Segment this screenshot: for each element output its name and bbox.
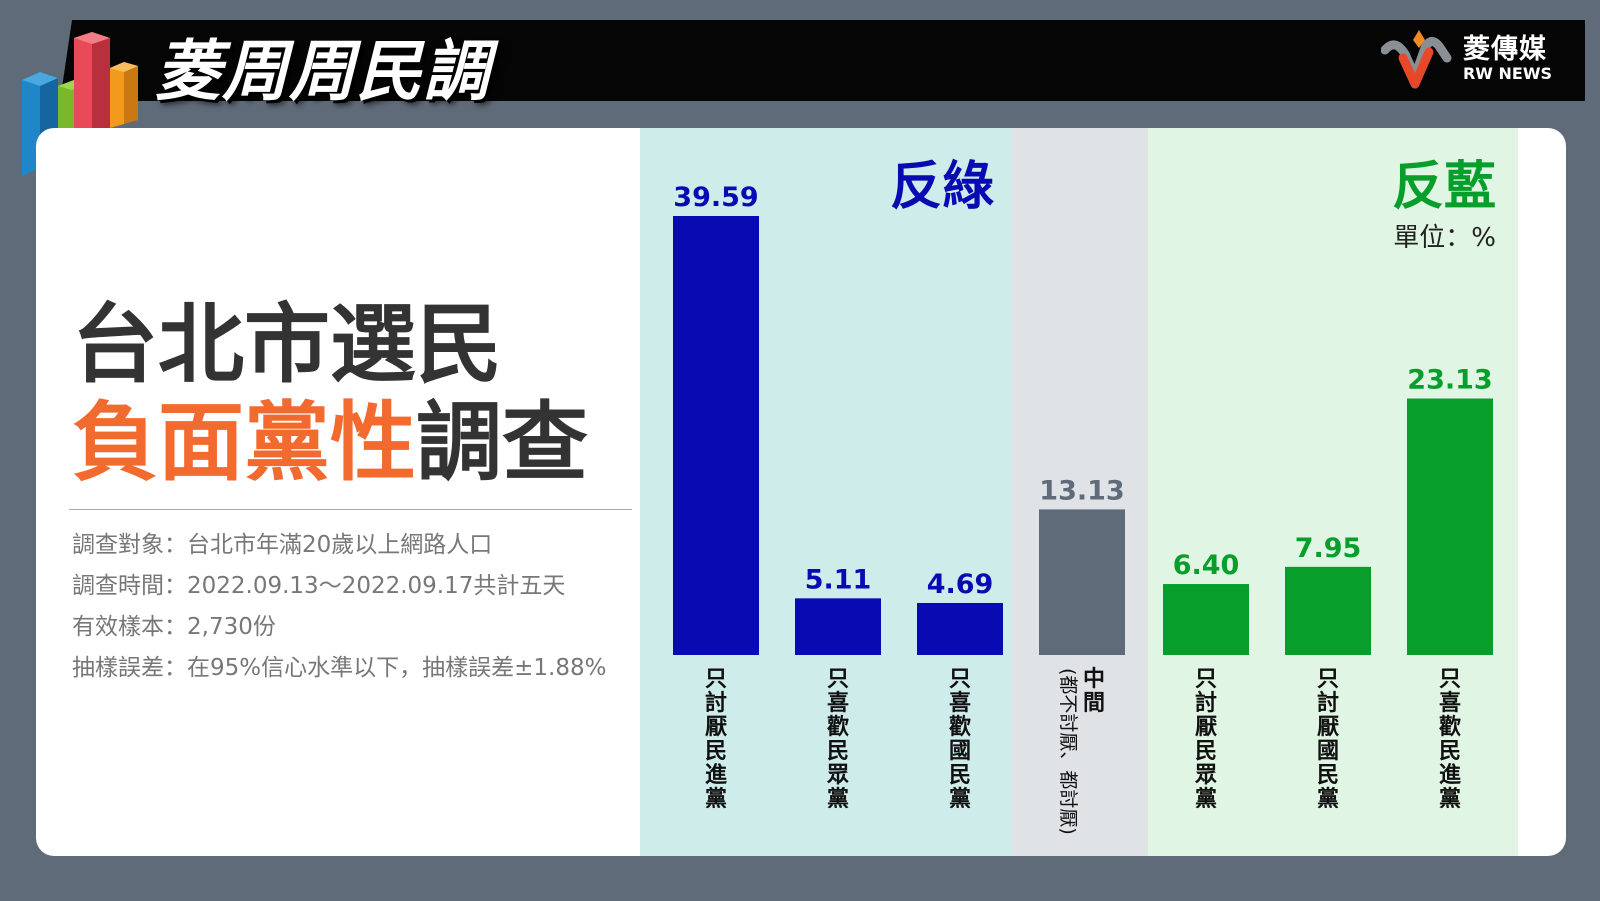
- rw-mark-icon: [1380, 30, 1452, 89]
- survey-info: 調查對象：台北市年滿20歲以上網路人口 調查時間：2022.09.13～2022…: [72, 525, 606, 689]
- info-row: 有效樣本：2,730份: [72, 614, 276, 640]
- info-row: 抽樣誤差：在95%信心水準以下，抽樣誤差±1.88%: [72, 655, 607, 681]
- divider: [69, 509, 632, 510]
- info-row: 調查時間：2022.09.13～2022.09.17共計五天: [72, 573, 566, 599]
- bar-6: [1285, 566, 1371, 655]
- category-sublabel-4: (都不討厭、都討厭): [1057, 668, 1079, 835]
- group-label-anti-blue: 反藍: [1392, 157, 1496, 217]
- info-label: 調查對象: [72, 532, 164, 558]
- zone-middle: [1012, 128, 1148, 856]
- info-label: 有效樣本: [72, 614, 164, 640]
- info-value: 2022.09.13～2022.09.17共計五天: [187, 573, 566, 599]
- category-label-2: 只喜歡民眾黨: [826, 667, 849, 812]
- value-label-6: 7.95: [1295, 533, 1362, 564]
- bar-3: [917, 602, 1003, 655]
- value-label-5: 6.40: [1173, 550, 1240, 581]
- headline-line2: 負面黨性調查: [72, 394, 588, 492]
- value-label-7: 23.13: [1407, 365, 1492, 396]
- page-headline: 台北市選民 負面黨性調查: [72, 296, 588, 492]
- value-label-1: 39.59: [673, 182, 758, 213]
- headline-highlight: 負面黨性: [72, 393, 416, 493]
- brand-cn: 菱傳媒: [1462, 34, 1547, 65]
- brand-title: 菱周周民調: [155, 33, 490, 110]
- headline-line1: 台北市選民: [72, 295, 502, 395]
- value-label-4: 13.13: [1039, 475, 1124, 506]
- info-row: 調查對象：台北市年滿20歲以上網路人口: [72, 532, 493, 558]
- bar-4: [1039, 509, 1125, 655]
- value-label-3: 4.69: [927, 569, 994, 600]
- info-label: 調查時間: [72, 573, 164, 599]
- headline-rest: 調查: [416, 393, 588, 493]
- category-label-1: 只討厭民進黨: [705, 667, 727, 812]
- unit-label: 單位：%: [1393, 223, 1496, 253]
- category-label-6: 只討厭國民黨: [1317, 667, 1339, 812]
- info-value: 在95%信心水準以下，抽樣誤差±1.88%: [187, 655, 607, 681]
- category-label-7: 只喜歡民進黨: [1439, 667, 1461, 812]
- info-value: 台北市年滿20歲以上網路人口: [187, 532, 493, 558]
- bar-7: [1407, 398, 1493, 655]
- content-panel: 台北市選民 負面黨性調查 調查對象：台北市年滿20歲以上網路人口 調查時間：20…: [36, 128, 1566, 856]
- group-label-anti-green: 反綠: [890, 157, 994, 217]
- header-bar: [60, 20, 1585, 101]
- category-label-3: 只喜歡國民黨: [949, 667, 971, 812]
- value-label-2: 5.11: [805, 564, 872, 595]
- rw-news-logo: 菱傳媒 RW NEWS: [1380, 28, 1552, 90]
- bar-2: [795, 598, 881, 655]
- bar-5: [1163, 584, 1249, 655]
- category-label-4: 中間: [1083, 667, 1105, 716]
- info-value: 2,730份: [187, 614, 276, 640]
- info-label: 抽樣誤差: [72, 655, 164, 681]
- bar-1: [673, 216, 759, 655]
- category-label-5: 只討厭民眾黨: [1194, 667, 1217, 812]
- brand-en: RW NEWS: [1462, 64, 1552, 83]
